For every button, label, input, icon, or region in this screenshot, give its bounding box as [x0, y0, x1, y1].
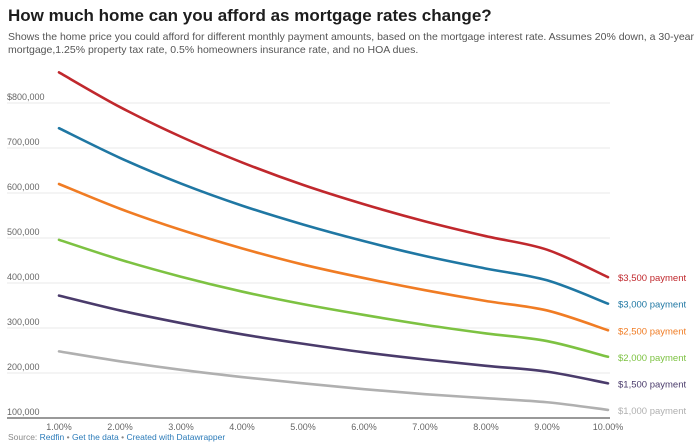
series-line — [57, 238, 610, 359]
series-label: $1,000 payment — [618, 406, 686, 417]
footer: Source: Redfin • Get the data • Created … — [8, 432, 225, 442]
x-tick-label: 3.00% — [168, 422, 194, 432]
y-axis-ticks: 100,000 200,000 300,000 400,000 500,000 600,0… — [7, 92, 45, 417]
y-tick-label: 300,000 — [7, 317, 40, 327]
x-tick-label: 10.00% — [593, 422, 624, 432]
x-tick-label: 6.00% — [351, 422, 377, 432]
series-label: $3,500 payment — [618, 273, 686, 284]
source-label: Source: — [8, 432, 40, 442]
series-label: $2,500 payment — [618, 326, 686, 337]
y-tick-label: $800,000 — [7, 92, 45, 102]
y-tick-label: 700,000 — [7, 137, 40, 147]
x-tick-label: 8.00% — [473, 422, 499, 432]
x-axis-ticks: 1.00% 2.00% 3.00% 4.00% 5.00% 6.00% 7.00% 8.00%… — [46, 422, 623, 432]
x-tick-label: 9.00% — [534, 422, 560, 432]
chart-title: How much home can you afford as mortgage… — [8, 6, 492, 25]
x-tick-label: 4.00% — [229, 422, 255, 432]
source-link[interactable]: Redfin — [39, 432, 65, 442]
x-tick-label: 2.00% — [107, 422, 133, 432]
x-tick-label: 5.00% — [290, 422, 316, 432]
y-tick-label: 200,000 — [7, 362, 40, 372]
series-label: $2,000 payment — [618, 353, 686, 364]
y-tick-label: 500,000 — [7, 227, 40, 237]
series-label: $3,000 payment — [618, 300, 686, 311]
x-tick-label: 7.00% — [412, 422, 438, 432]
series-lines — [57, 71, 610, 412]
y-tick-label: 100,000 — [7, 407, 40, 417]
series-labels: $3,500 payment $3,000 payment $2,500 payme… — [618, 273, 686, 417]
x-tick-label: 1.00% — [46, 422, 72, 432]
footer-separator: • — [118, 432, 127, 442]
footer-separator: • — [64, 432, 72, 442]
series-line — [57, 294, 610, 385]
datawrapper-link[interactable]: Created with Datawrapper — [126, 432, 226, 442]
y-tick-label: 600,000 — [7, 182, 40, 192]
gridlines — [7, 102, 610, 419]
y-tick-label: 400,000 — [7, 272, 40, 282]
series-label: $1,500 payment — [618, 379, 686, 390]
series-line — [57, 71, 610, 279]
series-line — [57, 182, 610, 332]
series-line — [57, 350, 610, 412]
get-data-link[interactable]: Get the data — [71, 432, 119, 442]
series-line — [57, 126, 610, 305]
chart-subtitle: Shows the home price you could afford fo… — [8, 31, 694, 56]
